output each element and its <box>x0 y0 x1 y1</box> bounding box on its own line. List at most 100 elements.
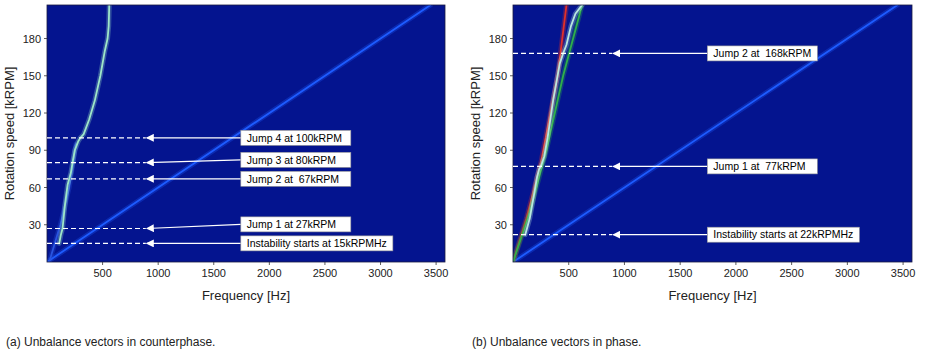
x-tick-label: 2500 <box>313 267 337 279</box>
x-axis-title: Frequency [Hz] <box>668 288 756 303</box>
series-line <box>59 5 109 243</box>
x-tick-label: 500 <box>560 267 578 279</box>
y-tick <box>44 38 47 39</box>
y-tick <box>44 113 47 114</box>
y-tick <box>510 187 513 188</box>
y-axis-title: Rotation speed [kRPM] <box>468 67 483 201</box>
x-tick <box>568 262 569 265</box>
y-tick <box>44 150 47 151</box>
annotation-box <box>241 130 351 145</box>
x-tick <box>735 262 736 265</box>
x-tick <box>269 262 270 265</box>
annotation-box <box>707 46 817 61</box>
panel-caption: (b) Unbalance vectors in phase. <box>472 335 641 349</box>
annotation-box <box>241 236 393 251</box>
x-tick-label: 3500 <box>424 267 448 279</box>
annotation-arrow <box>147 178 241 179</box>
annotations: Jump 2 at 168kRPMJump 1 at 77kRPMInstabi… <box>513 46 859 242</box>
annotation-level <box>47 162 146 163</box>
figure: 500 1000 1500 2000 2500 3000 3500 30 60 90 120 150 1… <box>0 0 927 362</box>
series-glow <box>513 5 582 262</box>
x-tick <box>847 262 848 265</box>
x-tick-label: 3500 <box>891 267 915 279</box>
x-tick-label: 2500 <box>779 267 803 279</box>
y-tick <box>44 187 47 188</box>
y-tick-label: 180 <box>23 33 41 45</box>
y-tick <box>510 224 513 225</box>
series-line <box>47 5 431 262</box>
x-tick-label: 2000 <box>257 267 281 279</box>
y-tick <box>510 113 513 114</box>
x-tick-label: 500 <box>93 267 111 279</box>
x-tick-label: 1000 <box>146 267 170 279</box>
annotation-level <box>47 178 146 179</box>
annotation-text: Jump 4 at 100kRPM <box>247 132 342 144</box>
annotation-level <box>47 243 146 244</box>
annotation-level <box>513 166 612 167</box>
panel: 5001000150020002500300035003060901201501… <box>2 5 448 349</box>
x-tick-label: 3000 <box>368 267 392 279</box>
x-tick-label: 2000 <box>724 267 748 279</box>
annotation-text: Instability starts at 22kRPMHz <box>713 228 853 240</box>
y-tick <box>510 38 513 39</box>
plot-background <box>513 5 912 262</box>
annotation-arrow <box>613 166 707 167</box>
x-tick <box>903 262 904 265</box>
x-tick <box>624 262 625 265</box>
panel: 5001000150020002500300035003060901201501… <box>468 5 915 349</box>
annotation-text: Jump 2 at 67kRPM <box>247 173 339 185</box>
series-line <box>513 5 582 262</box>
y-tick-label: 30 <box>495 219 507 231</box>
x-tick-label: 1500 <box>668 267 692 279</box>
x-tick <box>324 262 325 265</box>
y-tick-label: 90 <box>29 144 41 156</box>
annotation-text: Instability starts at 15kRPMHz <box>247 237 387 249</box>
y-tick-label: 60 <box>495 182 507 194</box>
y-tick-label: 120 <box>23 107 41 119</box>
series-line <box>513 5 898 262</box>
annotation-arrow <box>147 160 241 163</box>
plot-background <box>47 5 445 262</box>
x-tick <box>158 262 159 265</box>
x-tick <box>380 262 381 265</box>
x-axis-title: Frequency [Hz] <box>202 288 290 303</box>
y-tick <box>44 75 47 76</box>
annotations: Jump 4 at 100kRPM Jump 3 at 80kRPM Jump 2 … <box>47 130 393 251</box>
annotation-arrow <box>147 243 241 244</box>
y-tick-label: 60 <box>29 182 41 194</box>
annotation-box <box>707 159 817 174</box>
series-glow <box>525 5 582 235</box>
series-line <box>525 5 582 235</box>
annotation-text: Jump 3 at 80kRPM <box>247 154 336 166</box>
y-tick-label: 180 <box>489 33 507 45</box>
y-tick <box>510 75 513 76</box>
series-glow <box>47 5 431 262</box>
annotation-box <box>241 171 351 186</box>
x-tick <box>436 262 437 265</box>
y-tick-label: 120 <box>489 107 507 119</box>
x-tick-label: 3000 <box>835 267 859 279</box>
panel-caption: (a) Unbalance vectors in counterphase. <box>6 335 215 349</box>
y-tick-label: 150 <box>23 70 41 82</box>
y-tick <box>44 224 47 225</box>
series-glow <box>59 5 109 243</box>
x-tick <box>102 262 103 265</box>
x-tick <box>791 262 792 265</box>
x-tick <box>680 262 681 265</box>
data-layer <box>47 5 431 262</box>
y-tick <box>510 150 513 151</box>
x-tick-label: 1500 <box>202 267 226 279</box>
annotation-arrow <box>147 224 241 228</box>
y-axis-title: Rotation speed [kRPM] <box>2 67 17 201</box>
annotation-level <box>47 228 146 229</box>
annotation-level <box>513 53 612 54</box>
series-glow <box>513 5 898 262</box>
series-glow <box>513 5 567 262</box>
annotation-text: Jump 1 at 27kRPM <box>247 218 336 230</box>
x-tick <box>213 262 214 265</box>
annotation-arrow <box>147 137 241 138</box>
series-line <box>513 5 567 262</box>
x-tick-label: 1000 <box>612 267 636 279</box>
plot-frame <box>513 5 912 262</box>
page: {"chart_data": [ {"type": "line", "title… <box>0 0 927 362</box>
